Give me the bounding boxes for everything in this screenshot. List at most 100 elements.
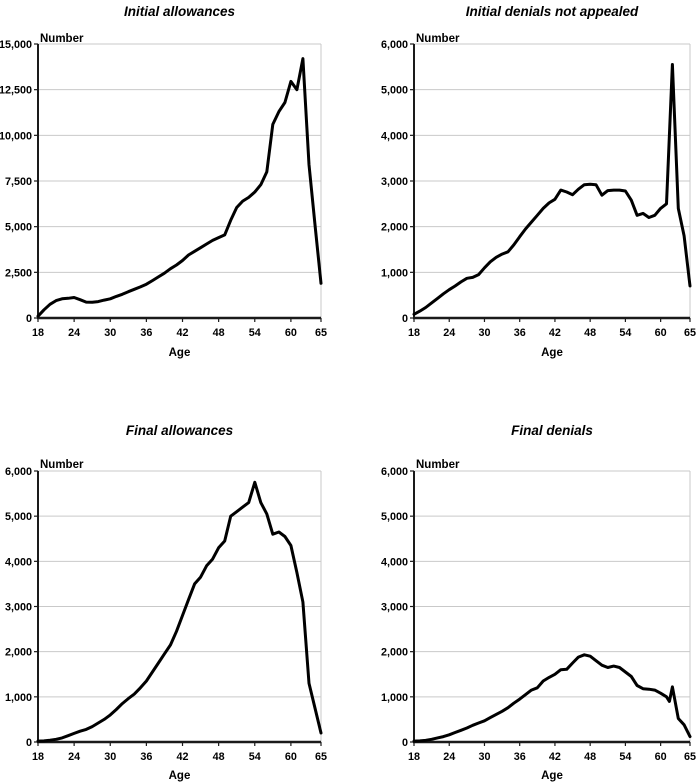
x-tick-label: 60 (285, 327, 297, 339)
y-tick-label: 1,000 (381, 692, 408, 704)
data-series-line (36, 57, 323, 318)
x-tick-label: 24 (443, 751, 455, 763)
x-tick-label: 36 (514, 327, 526, 339)
y-axis-unit-label: Number (416, 459, 460, 471)
y-tick-label: 5,000 (381, 85, 408, 97)
chart-text: Final allowances Number 0 1,000 2,000 3,000 4,… (5, 423, 327, 782)
y-tick-label: 2,000 (381, 647, 408, 659)
y-tick-label: 10,000 (0, 130, 32, 142)
y-axis-unit-label: Number (40, 33, 84, 45)
line-chart-svg: Initial allowances Number 0 2,500 5,000 7,500… (0, 4, 327, 359)
axes (410, 470, 691, 746)
axes (410, 43, 691, 322)
x-axis-title: Age (169, 770, 191, 782)
x-tick-label: 65 (315, 751, 327, 763)
chart-title: Initial allowances (124, 4, 236, 19)
y-tick-label: 7,500 (5, 176, 32, 188)
y-tick-label: 4,000 (381, 130, 408, 142)
x-tick-label: 54 (249, 327, 261, 339)
y-tick-label: 2,500 (5, 267, 32, 279)
gridlines (414, 43, 691, 318)
x-axis-title: Age (541, 770, 563, 782)
line-chart-svg: Final allowances Number 0 1,000 2,000 3,000 4,… (5, 423, 327, 782)
y-tick-label: 0 (402, 737, 408, 749)
chart-final-allowances: Final allowances Number 0 1,000 2,000 3,000 4,… (0, 392, 350, 784)
chart-title: Initial denials not appealed (466, 4, 639, 19)
x-tick-label: 42 (549, 327, 561, 339)
y-tick-label: 4,000 (5, 556, 32, 568)
y-tick-label: 1,000 (381, 267, 408, 279)
y-tick-label: 15,000 (0, 39, 32, 51)
y-tick-label: 3,000 (5, 602, 32, 614)
x-tick-label: 65 (315, 327, 327, 339)
chart-final-denials: Final denials Number 0 1,000 2,000 3,000 4,000… (350, 392, 700, 784)
y-tick-label: 0 (26, 313, 32, 325)
y-tick-label: 5,000 (381, 511, 408, 523)
chart-text: Initial allowances Number 0 2,500 5,000 7,500… (0, 4, 327, 359)
x-tick-label: 30 (478, 751, 490, 763)
x-tick-label: 30 (104, 751, 116, 763)
x-tick-label: 42 (549, 751, 561, 763)
x-tick-label: 54 (249, 751, 261, 763)
y-tick-label: 6,000 (5, 466, 32, 478)
x-tick-label: 54 (619, 751, 631, 763)
chart-initial-denials-not-appealed: Initial denials not appealed Number 0 1,000… (350, 0, 700, 392)
x-tick-label: 48 (213, 327, 225, 339)
axes (34, 470, 322, 746)
chart-initial-allowances: Initial allowances Number 0 2,500 5,000 7,500… (0, 0, 350, 392)
x-tick-label: 36 (514, 751, 526, 763)
y-axis-unit-label: Number (40, 459, 84, 471)
x-tick-label: 18 (32, 751, 44, 763)
chart-text: Final denials Number 0 1,000 2,000 3,000 4,000… (381, 423, 696, 782)
chart-title: Final denials (511, 423, 593, 438)
y-tick-label: 5,000 (5, 511, 32, 523)
x-tick-label: 48 (584, 751, 596, 763)
x-tick-label: 48 (213, 751, 225, 763)
x-tick-label: 30 (104, 327, 116, 339)
x-tick-label: 60 (655, 327, 667, 339)
x-tick-label: 65 (684, 327, 696, 339)
x-tick-label: 42 (177, 327, 189, 339)
x-axis-title: Age (541, 347, 563, 359)
data-series-line (36, 480, 323, 743)
y-axis-unit-label: Number (416, 33, 460, 45)
data-series-line (412, 653, 692, 743)
y-tick-label: 0 (402, 313, 408, 325)
y-tick-label: 4,000 (381, 556, 408, 568)
chart-title: Final allowances (126, 423, 234, 438)
axes (34, 43, 322, 322)
y-tick-label: 3,000 (381, 602, 408, 614)
x-tick-label: 65 (684, 751, 696, 763)
chart-text: Initial denials not appealed Number 0 1,000… (381, 4, 696, 359)
y-tick-label: 5,000 (5, 222, 32, 234)
y-tick-label: 3,000 (381, 176, 408, 188)
y-tick-label: 2,000 (5, 647, 32, 659)
gridlines (38, 470, 322, 742)
x-tick-label: 18 (32, 327, 44, 339)
data-series-line (412, 63, 692, 316)
y-tick-label: 6,000 (381, 39, 408, 51)
x-tick-label: 60 (655, 751, 667, 763)
x-tick-label: 36 (140, 327, 152, 339)
x-axis-title: Age (169, 347, 191, 359)
line-chart-svg: Initial denials not appealed Number 0 1,000… (381, 4, 696, 359)
x-tick-label: 42 (177, 751, 189, 763)
y-tick-label: 0 (26, 737, 32, 749)
x-tick-label: 60 (285, 751, 297, 763)
gridlines (38, 43, 322, 318)
x-tick-label: 24 (443, 327, 455, 339)
x-tick-label: 48 (584, 327, 596, 339)
x-tick-label: 24 (68, 751, 80, 763)
gridlines (414, 470, 691, 742)
y-tick-label: 2,000 (381, 222, 408, 234)
x-tick-label: 18 (408, 327, 420, 339)
x-tick-label: 24 (68, 327, 80, 339)
x-tick-label: 18 (408, 751, 420, 763)
y-tick-label: 12,500 (0, 85, 32, 97)
x-tick-label: 36 (140, 751, 152, 763)
y-tick-label: 1,000 (5, 692, 32, 704)
y-tick-label: 6,000 (381, 466, 408, 478)
x-tick-label: 30 (478, 327, 490, 339)
